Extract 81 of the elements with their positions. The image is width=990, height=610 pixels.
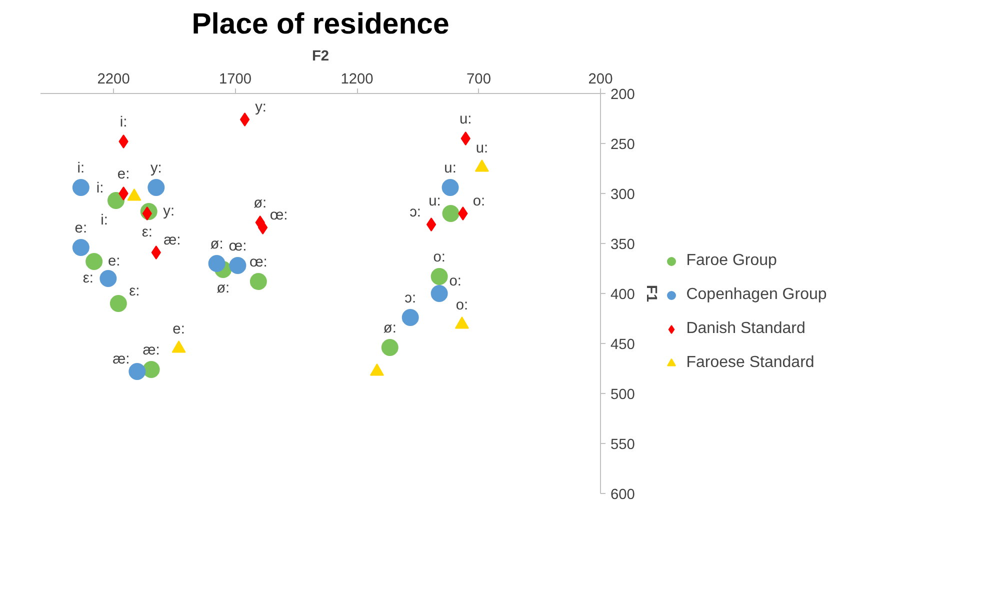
- y-tick-label: 200: [610, 87, 635, 103]
- chart-title: Place of residence: [192, 8, 450, 40]
- point: [128, 363, 146, 380]
- annotation: o:: [449, 274, 462, 290]
- annotation: i:: [77, 160, 85, 176]
- annotation: i:: [96, 180, 104, 196]
- y-tick-label: 300: [610, 187, 635, 203]
- annotation: u:: [428, 194, 441, 210]
- annotation: u:: [476, 140, 488, 156]
- point: [430, 285, 448, 302]
- legend-label: Danish Standard: [686, 320, 806, 338]
- y-tick-label: 450: [610, 337, 635, 353]
- point: [381, 339, 398, 356]
- point: [142, 361, 160, 378]
- annotation: ε:: [142, 224, 152, 240]
- point: [458, 206, 468, 220]
- point: [118, 134, 128, 148]
- point: [250, 273, 267, 290]
- annotation: e:: [74, 220, 88, 236]
- annotation: o:: [456, 298, 468, 314]
- point: [151, 246, 161, 260]
- annotation: e:: [117, 166, 130, 182]
- annotation: œ:: [270, 208, 288, 224]
- x-tick-label: 200: [588, 72, 613, 88]
- annotation: œ:: [228, 238, 247, 254]
- annotation: e:: [108, 254, 120, 270]
- point: [107, 192, 124, 209]
- y-tick-label: 500: [610, 387, 635, 403]
- annotation: ɔ:: [404, 290, 416, 306]
- x-tick-label: 1200: [340, 72, 374, 88]
- annotation: y:: [255, 100, 266, 116]
- annotation: ø:: [254, 196, 267, 212]
- annotation: u:: [444, 160, 456, 176]
- point: [208, 255, 226, 272]
- annotation: e:: [172, 322, 185, 338]
- x-tick-label: 700: [466, 72, 492, 88]
- annotation: i:: [100, 212, 108, 228]
- annotation: y:: [150, 160, 162, 176]
- x-tick-label: 2200: [97, 72, 130, 88]
- annotation: y:: [163, 204, 175, 220]
- legend-label: Faroe Group: [686, 252, 777, 270]
- annotation: ε:: [82, 270, 94, 286]
- annotation: œ:: [249, 254, 268, 270]
- point: [100, 270, 117, 287]
- x-tick-label: 1700: [218, 72, 252, 88]
- point: [460, 132, 470, 146]
- annotation: i:: [120, 114, 128, 130]
- x-axis-title: F2: [312, 48, 330, 64]
- annotation: ε:: [129, 284, 140, 300]
- point: [430, 268, 448, 285]
- y-tick-label: 600: [610, 487, 635, 503]
- point: [442, 179, 459, 196]
- annotation: o:: [433, 250, 446, 266]
- annotation: u:: [460, 112, 472, 128]
- annotation: æ:: [164, 232, 181, 248]
- y-tick-label: 350: [610, 237, 635, 253]
- annotation: ø:: [383, 320, 396, 336]
- point: [402, 309, 419, 326]
- annotation: æ:: [142, 342, 160, 358]
- annotation: ø:: [216, 280, 230, 296]
- point: [72, 179, 90, 196]
- annotation: o:: [472, 194, 486, 210]
- point: [110, 295, 127, 312]
- point: [118, 186, 128, 200]
- y-tick-label: 550: [610, 437, 635, 453]
- annotation: ɔ:: [410, 204, 421, 220]
- y-tick-label: 250: [610, 137, 635, 153]
- point: [72, 239, 90, 256]
- annotation: æ:: [112, 352, 130, 368]
- legend-label: Copenhagen Group: [686, 286, 827, 304]
- point: [258, 220, 268, 234]
- point: [229, 257, 246, 274]
- point: [148, 179, 165, 196]
- point: [240, 112, 250, 126]
- y-tick-label: 400: [610, 287, 635, 303]
- annotation: ø:: [210, 236, 224, 252]
- point: [426, 218, 436, 232]
- y-axis-title: F1: [642, 284, 659, 302]
- point: [86, 253, 103, 270]
- legend-label: Faroese Standard: [686, 354, 814, 372]
- point: [442, 205, 460, 222]
